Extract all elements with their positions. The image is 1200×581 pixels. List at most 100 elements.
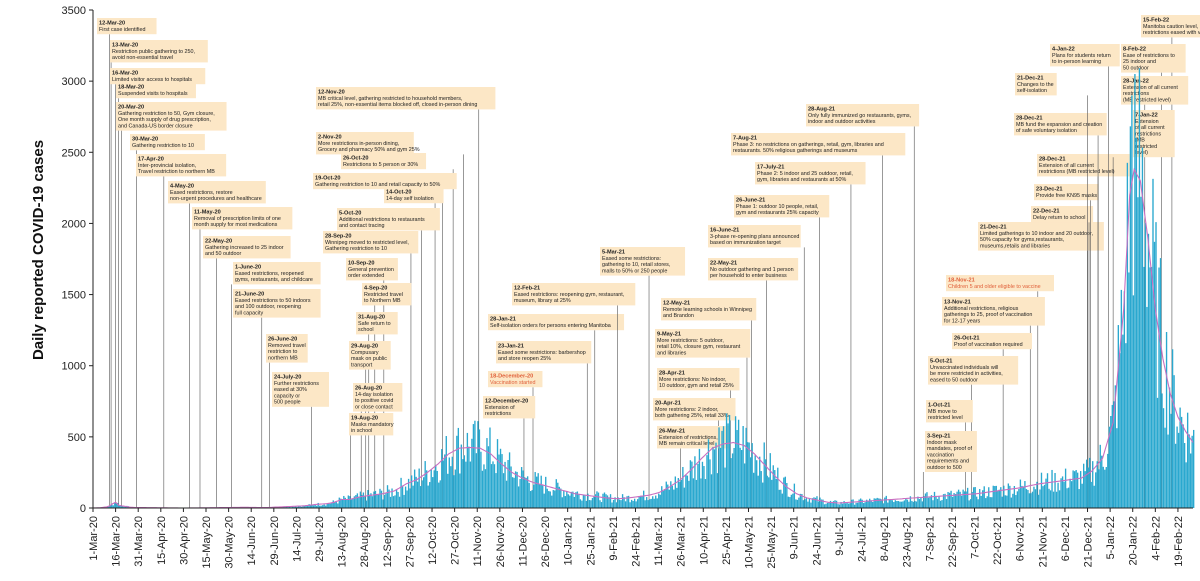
- bar: [756, 460, 758, 508]
- bar: [481, 470, 484, 508]
- x-tick-label: 15-May-20: [201, 516, 213, 569]
- annotation-date: 26-Oct-20: [343, 156, 369, 162]
- bar: [413, 469, 416, 508]
- bar: [486, 438, 488, 508]
- annotation-text: Eased restrictions, reopened: [235, 271, 304, 277]
- bar: [994, 486, 996, 508]
- bar: [1025, 489, 1028, 508]
- bar: [534, 472, 536, 508]
- bar: [468, 446, 470, 508]
- bar: [1149, 267, 1151, 508]
- bar: [558, 486, 560, 508]
- annotation-text: self-isolation: [1017, 88, 1047, 94]
- bar: [594, 494, 597, 508]
- annotation-text: MB remain critical level: [659, 441, 714, 447]
- bar: [945, 499, 948, 508]
- annotation-text: Eased some restrictions: barbershop: [498, 350, 586, 356]
- annotation-text: requirements and: [927, 459, 969, 465]
- bar: [1048, 488, 1050, 508]
- annotation-text: and 100 outdoor, reopening: [235, 304, 301, 310]
- bar: [909, 496, 912, 508]
- bar: [1028, 493, 1031, 508]
- annotation-box: [337, 208, 440, 231]
- bar: [980, 495, 982, 508]
- bar: [808, 498, 811, 508]
- bar: [1046, 473, 1049, 508]
- x-tick-label: 24-Feb-21: [630, 516, 642, 567]
- bar: [1174, 443, 1177, 508]
- bar: [742, 426, 744, 508]
- x-tick-label: 21-Dec-21: [1083, 516, 1095, 567]
- x-tick-label: 24-Jul-21: [856, 516, 868, 562]
- bar: [834, 500, 836, 508]
- bar: [881, 499, 883, 508]
- annotation-text: of safe voluntary isolation: [1016, 128, 1077, 134]
- bar: [492, 461, 494, 508]
- annotation-box: [353, 383, 403, 412]
- annotation-box: [116, 102, 227, 131]
- annotation-text: retail 25%, non-essential items blocked …: [318, 102, 477, 108]
- annotation-text: Inter-provincial isolation,: [138, 163, 197, 169]
- bar: [341, 499, 343, 508]
- bar: [453, 475, 455, 508]
- annotation-box: [1015, 73, 1057, 96]
- bar: [930, 495, 933, 508]
- annotation-text: Remote learning schools in Winnipeg: [663, 307, 752, 313]
- bar: [870, 500, 872, 508]
- bar: [410, 475, 413, 508]
- bar: [1040, 472, 1043, 508]
- bar: [373, 491, 375, 508]
- bar: [1042, 486, 1044, 508]
- bar: [1135, 138, 1138, 509]
- bar: [674, 476, 677, 508]
- bar: [1039, 489, 1041, 508]
- bar: [487, 446, 490, 508]
- bar: [495, 473, 497, 508]
- annotation-box: [272, 372, 329, 407]
- bar: [466, 432, 469, 508]
- x-tick-label: 10-Apr-21: [698, 516, 710, 565]
- bar: [745, 427, 747, 508]
- bar: [692, 478, 695, 508]
- bar: [112, 505, 114, 508]
- bar: [499, 448, 502, 508]
- bar: [765, 459, 767, 508]
- bar: [297, 506, 300, 508]
- annotation-date: 28-Jan-22: [1123, 79, 1149, 85]
- x-tick-label: 9-Jul-21: [834, 516, 846, 556]
- bar: [582, 494, 585, 508]
- bar: [751, 443, 753, 508]
- bar: [977, 499, 979, 508]
- bar: [451, 456, 453, 508]
- bar: [950, 490, 952, 508]
- annotation-text: mandates, proof of: [927, 446, 972, 452]
- bar: [469, 461, 472, 508]
- bar: [664, 489, 666, 508]
- bar: [771, 479, 773, 508]
- bar: [884, 497, 886, 508]
- annotation-date: 5-Oct-21: [930, 359, 952, 365]
- annotation-date: 26-Mar-21: [659, 429, 685, 435]
- bar: [856, 502, 859, 508]
- bar: [780, 489, 782, 508]
- bar: [281, 506, 283, 508]
- bar: [704, 479, 707, 508]
- bar: [599, 500, 601, 508]
- bar: [823, 504, 826, 508]
- bar: [1021, 485, 1023, 508]
- annotation-text: gym and restaurants 25% capacity: [736, 210, 819, 216]
- bar: [746, 442, 749, 508]
- bar: [1116, 428, 1118, 508]
- bar: [359, 491, 362, 508]
- bar: [1125, 343, 1127, 508]
- bar: [296, 506, 298, 508]
- x-tick-label: 24-Jun-21: [811, 516, 823, 566]
- y-tick-label: 2500: [62, 147, 86, 159]
- bar: [331, 502, 333, 508]
- annotation-text: Extension of all current: [1039, 163, 1094, 169]
- bar: [325, 505, 327, 508]
